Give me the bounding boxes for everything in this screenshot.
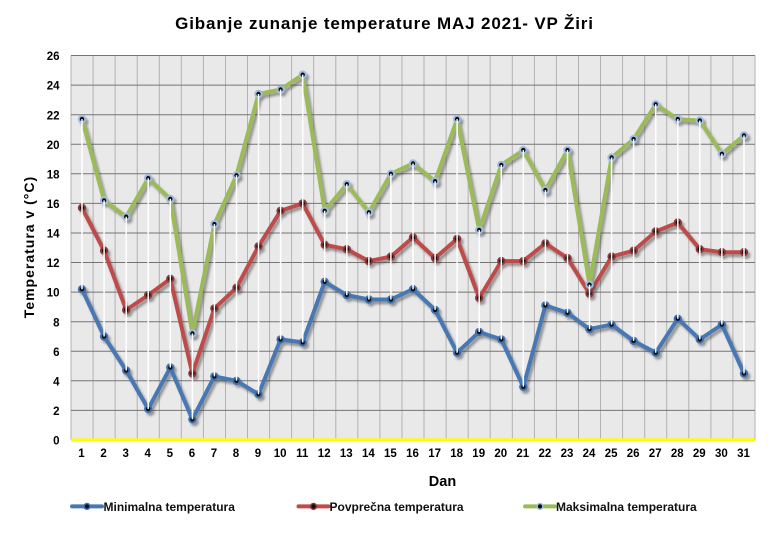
svg-text:10: 10: [274, 448, 287, 460]
svg-text:8: 8: [233, 448, 240, 460]
svg-text:5: 5: [167, 448, 174, 460]
svg-text:12: 12: [318, 448, 331, 460]
svg-text:4: 4: [53, 376, 60, 388]
svg-text:31: 31: [737, 448, 750, 460]
svg-text:28: 28: [671, 448, 684, 460]
svg-text:6: 6: [189, 448, 195, 460]
svg-text:13: 13: [340, 448, 353, 460]
svg-text:18: 18: [450, 448, 463, 460]
svg-text:22: 22: [47, 110, 60, 122]
svg-text:Temperatura v (°C): Temperatura v (°C): [21, 176, 37, 318]
svg-text:18: 18: [47, 169, 60, 181]
svg-text:21: 21: [516, 448, 529, 460]
svg-text:6: 6: [53, 347, 59, 359]
svg-text:14: 14: [47, 229, 60, 241]
svg-text:24: 24: [583, 448, 596, 460]
svg-text:20: 20: [494, 448, 507, 460]
svg-text:3: 3: [122, 448, 128, 460]
svg-text:12: 12: [47, 258, 60, 270]
svg-text:1: 1: [78, 448, 85, 460]
svg-text:11: 11: [296, 448, 309, 460]
svg-text:26: 26: [627, 448, 640, 460]
svg-text:Dan: Dan: [429, 474, 456, 490]
svg-text:0: 0: [53, 436, 59, 448]
svg-text:10: 10: [47, 288, 60, 300]
svg-text:30: 30: [715, 448, 728, 460]
svg-text:8: 8: [53, 317, 60, 329]
svg-text:4: 4: [144, 448, 151, 460]
svg-text:Maksimalna temperatura: Maksimalna temperatura: [556, 500, 697, 514]
svg-text:7: 7: [211, 448, 217, 460]
svg-text:22: 22: [539, 448, 552, 460]
svg-text:20: 20: [47, 140, 60, 152]
svg-text:16: 16: [47, 199, 60, 211]
svg-text:2: 2: [53, 406, 59, 418]
svg-text:Minimalna temperatura: Minimalna temperatura: [104, 500, 236, 514]
svg-text:29: 29: [693, 448, 706, 460]
svg-text:9: 9: [255, 448, 261, 460]
svg-text:25: 25: [605, 448, 618, 460]
svg-text:17: 17: [428, 448, 441, 460]
svg-text:Gibanje zunanje temperature MA: Gibanje zunanje temperature MAJ 2021- VP…: [175, 14, 594, 33]
svg-text:15: 15: [384, 448, 397, 460]
svg-text:Povprečna temperatura: Povprečna temperatura: [330, 500, 464, 514]
svg-text:2: 2: [100, 448, 106, 460]
svg-text:14: 14: [362, 448, 375, 460]
svg-text:16: 16: [406, 448, 419, 460]
svg-text:24: 24: [47, 81, 60, 93]
svg-text:19: 19: [472, 448, 485, 460]
svg-text:23: 23: [561, 448, 574, 460]
svg-text:26: 26: [47, 51, 60, 63]
svg-text:27: 27: [649, 448, 662, 460]
